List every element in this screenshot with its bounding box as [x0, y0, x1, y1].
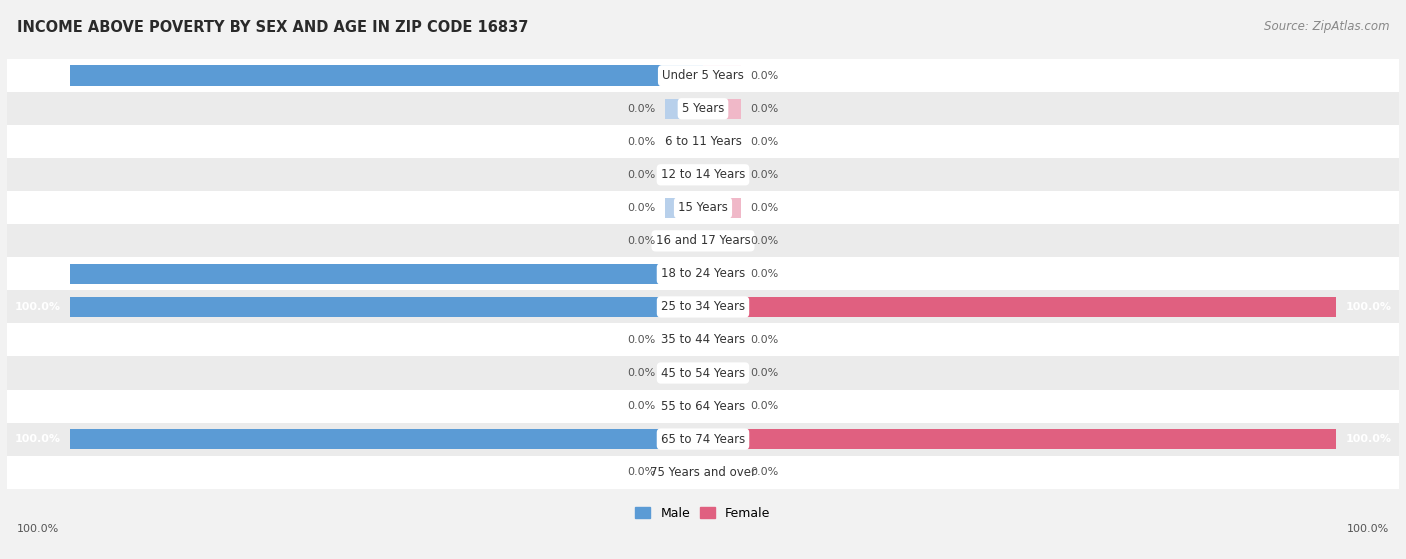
Text: 100.0%: 100.0% — [15, 434, 60, 444]
Text: 100.0%: 100.0% — [1346, 302, 1391, 312]
Text: 0.0%: 0.0% — [627, 104, 655, 113]
Text: 18 to 24 Years: 18 to 24 Years — [661, 267, 745, 281]
Bar — [703, 98, 741, 119]
Text: 100.0%: 100.0% — [17, 524, 59, 534]
Bar — [665, 164, 703, 185]
Text: 0.0%: 0.0% — [751, 335, 779, 345]
Bar — [7, 423, 1399, 456]
Text: 0.0%: 0.0% — [751, 104, 779, 113]
Text: 0.0%: 0.0% — [627, 467, 655, 477]
Bar — [703, 197, 741, 218]
Text: 0.0%: 0.0% — [627, 170, 655, 180]
Text: INCOME ABOVE POVERTY BY SEX AND AGE IN ZIP CODE 16837: INCOME ABOVE POVERTY BY SEX AND AGE IN Z… — [17, 20, 529, 35]
Bar — [703, 330, 741, 350]
Bar — [703, 363, 741, 383]
Bar — [7, 291, 1399, 324]
Text: 0.0%: 0.0% — [627, 401, 655, 411]
Text: 6 to 11 Years: 6 to 11 Years — [665, 135, 741, 148]
Bar — [7, 158, 1399, 191]
Text: 100.0%: 100.0% — [15, 71, 60, 80]
Text: 0.0%: 0.0% — [751, 137, 779, 147]
Bar — [70, 65, 703, 86]
Text: 0.0%: 0.0% — [627, 236, 655, 246]
Text: Under 5 Years: Under 5 Years — [662, 69, 744, 82]
Bar — [703, 164, 741, 185]
Bar — [7, 390, 1399, 423]
Bar — [7, 224, 1399, 257]
Text: 100.0%: 100.0% — [15, 269, 60, 279]
Bar — [7, 125, 1399, 158]
Text: 0.0%: 0.0% — [627, 203, 655, 213]
Bar — [7, 456, 1399, 489]
Bar — [665, 462, 703, 482]
Text: 25 to 34 Years: 25 to 34 Years — [661, 300, 745, 314]
Bar — [703, 231, 741, 251]
Text: 45 to 54 Years: 45 to 54 Years — [661, 367, 745, 380]
Text: 100.0%: 100.0% — [15, 302, 60, 312]
Text: 65 to 74 Years: 65 to 74 Years — [661, 433, 745, 446]
Bar — [665, 396, 703, 416]
Bar — [7, 357, 1399, 390]
Bar — [703, 462, 741, 482]
Text: 5 Years: 5 Years — [682, 102, 724, 115]
Text: Source: ZipAtlas.com: Source: ZipAtlas.com — [1264, 20, 1389, 32]
Bar — [703, 297, 1336, 317]
Text: 0.0%: 0.0% — [751, 203, 779, 213]
Bar — [7, 92, 1399, 125]
Legend: Male, Female: Male, Female — [630, 502, 776, 525]
Text: 55 to 64 Years: 55 to 64 Years — [661, 400, 745, 413]
Text: 0.0%: 0.0% — [751, 368, 779, 378]
Text: 0.0%: 0.0% — [627, 137, 655, 147]
Text: 100.0%: 100.0% — [1347, 524, 1389, 534]
Bar — [665, 330, 703, 350]
Bar — [703, 264, 741, 284]
Bar — [665, 98, 703, 119]
Bar — [70, 264, 703, 284]
Bar — [665, 363, 703, 383]
Text: 0.0%: 0.0% — [751, 269, 779, 279]
Text: 0.0%: 0.0% — [751, 170, 779, 180]
Text: 75 Years and over: 75 Years and over — [650, 466, 756, 479]
Text: 35 to 44 Years: 35 to 44 Years — [661, 334, 745, 347]
Bar — [703, 396, 741, 416]
Text: 16 and 17 Years: 16 and 17 Years — [655, 234, 751, 248]
Text: 0.0%: 0.0% — [627, 335, 655, 345]
Text: 0.0%: 0.0% — [751, 401, 779, 411]
Bar — [70, 429, 703, 449]
Bar — [7, 257, 1399, 291]
Text: 12 to 14 Years: 12 to 14 Years — [661, 168, 745, 181]
Text: 0.0%: 0.0% — [627, 368, 655, 378]
Bar — [703, 131, 741, 152]
Text: 15 Years: 15 Years — [678, 201, 728, 214]
Text: 0.0%: 0.0% — [751, 236, 779, 246]
Text: 0.0%: 0.0% — [751, 71, 779, 80]
Bar — [665, 197, 703, 218]
Bar — [7, 191, 1399, 224]
Bar — [7, 59, 1399, 92]
Bar — [665, 231, 703, 251]
Bar — [703, 429, 1336, 449]
Text: 0.0%: 0.0% — [751, 467, 779, 477]
Bar — [7, 324, 1399, 357]
Bar — [665, 131, 703, 152]
Bar — [703, 65, 741, 86]
Bar — [70, 297, 703, 317]
Text: 100.0%: 100.0% — [1346, 434, 1391, 444]
